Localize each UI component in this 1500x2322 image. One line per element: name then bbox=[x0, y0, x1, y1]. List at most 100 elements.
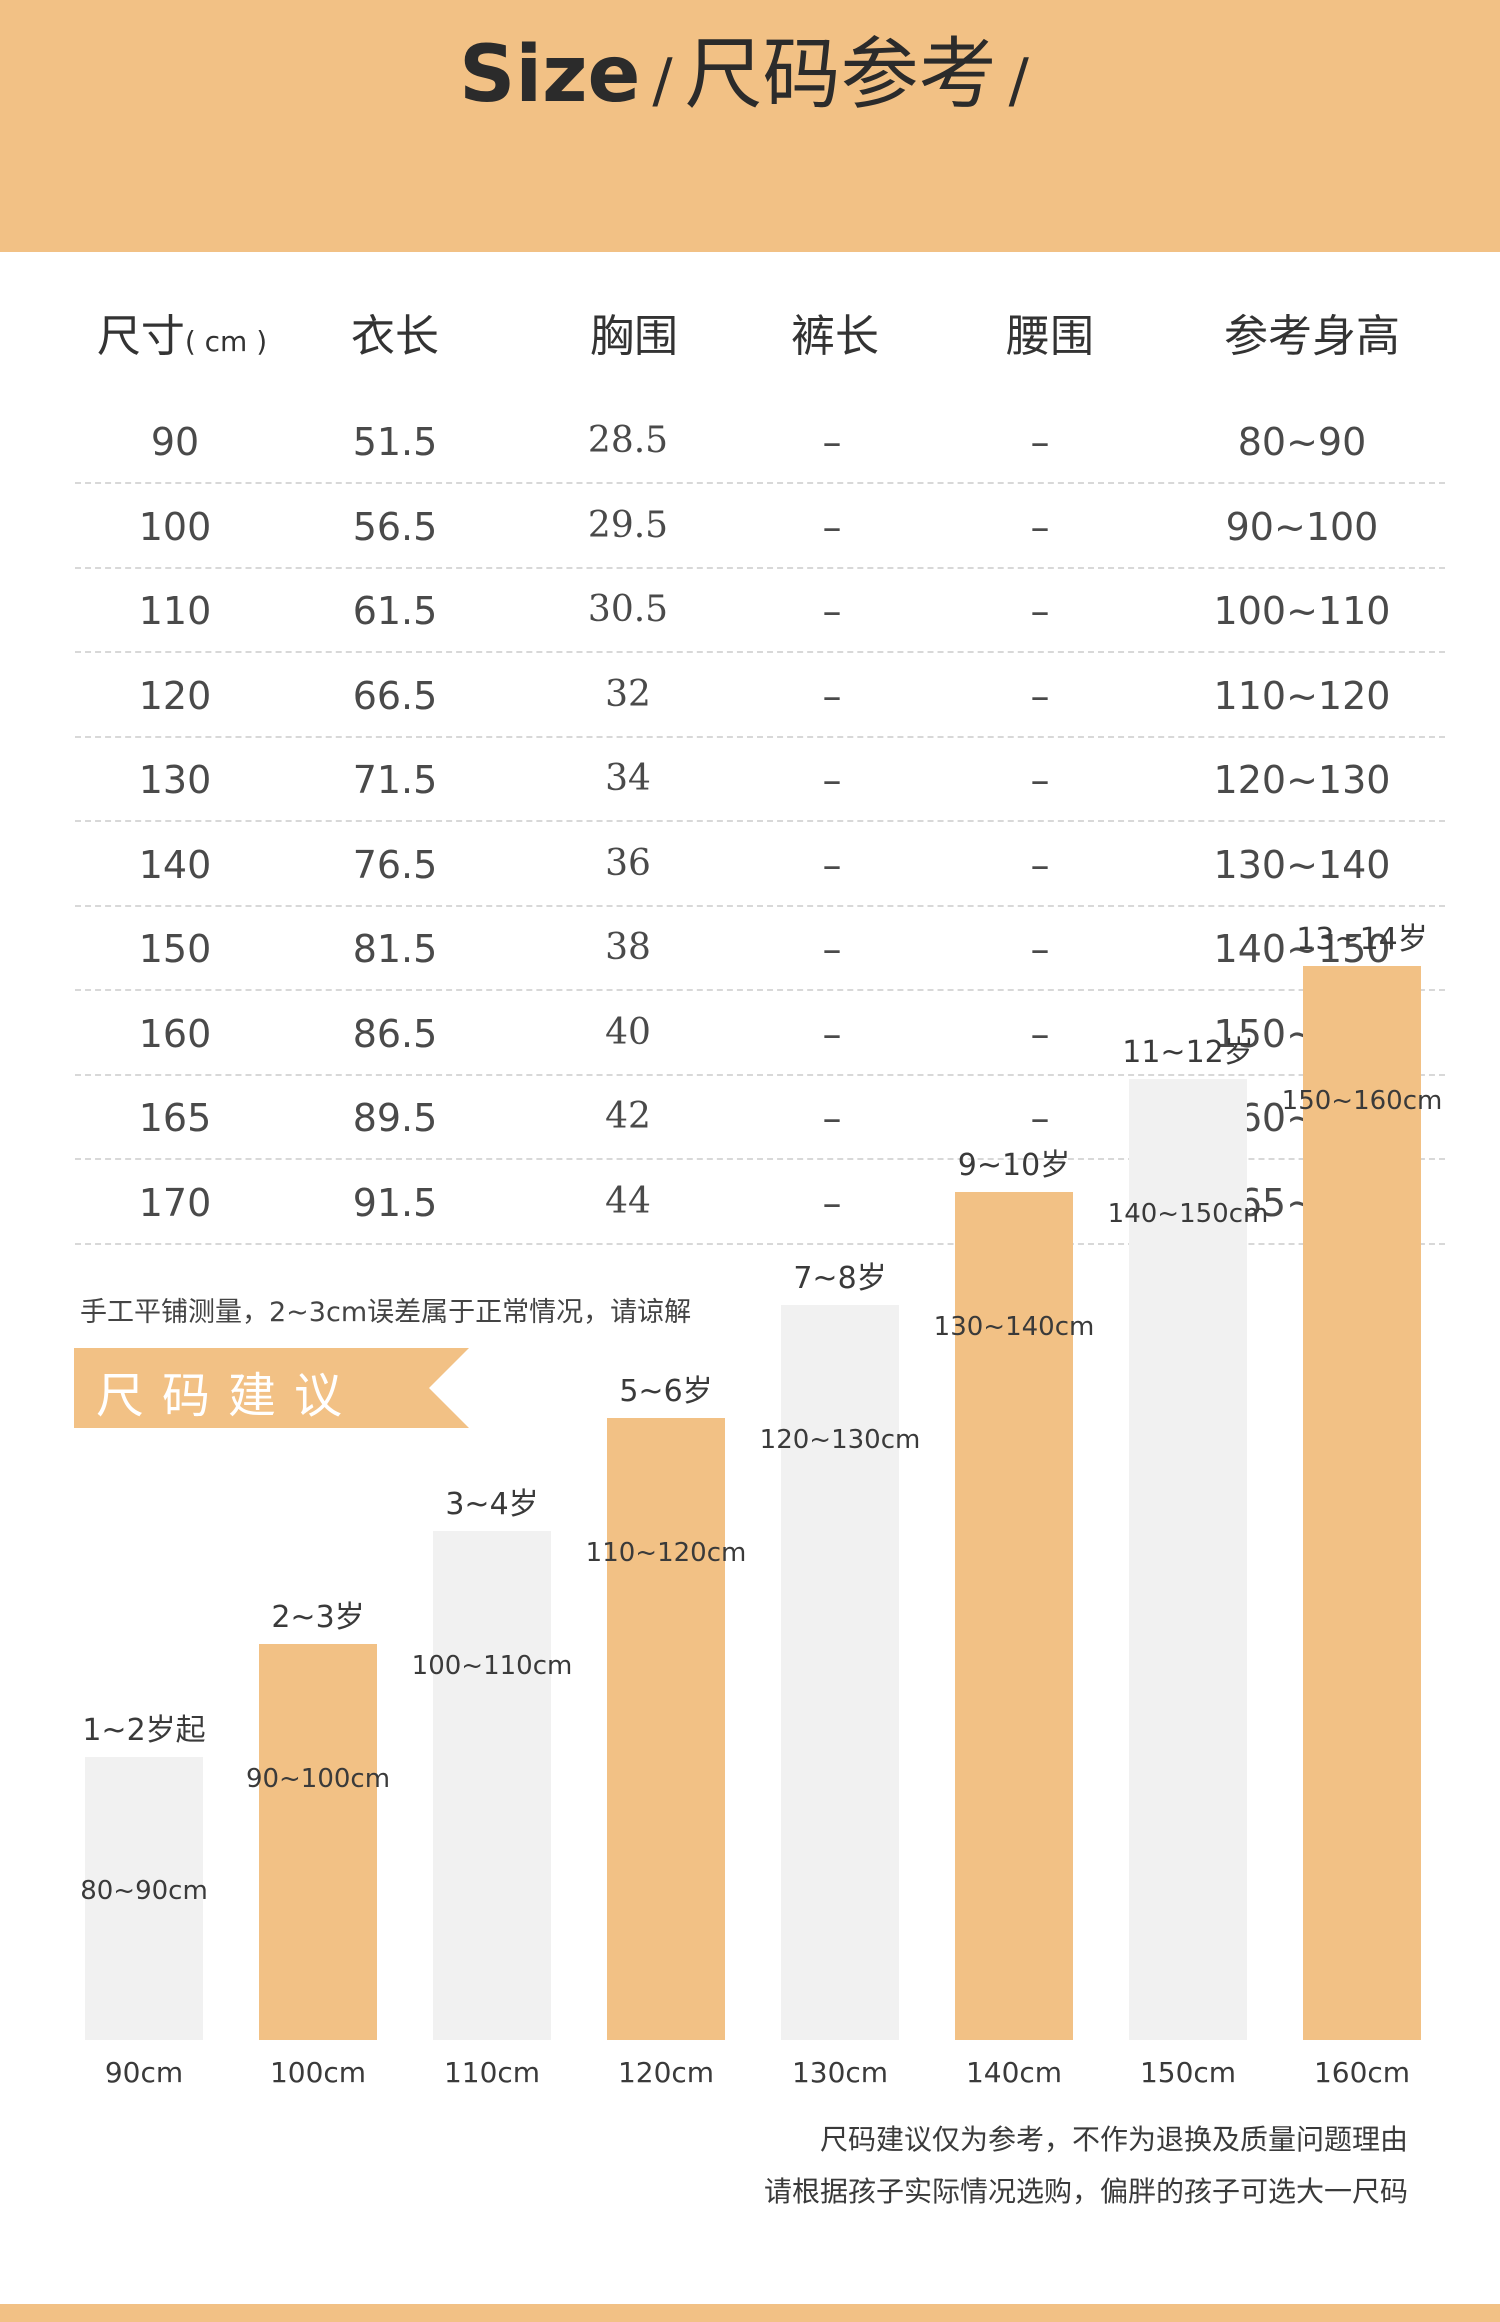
bar-height-range-label: 100~110cm bbox=[411, 1651, 573, 1681]
cell-size: 110 bbox=[138, 589, 212, 633]
cell-waist: – bbox=[1030, 589, 1050, 633]
cell-chest: 32 bbox=[605, 673, 651, 715]
footnote-advice: 请根据孩子实际情况选购，偏胖的孩子可选大一尺码 bbox=[763, 2175, 1408, 2208]
section-title: 尺码建议 bbox=[96, 1368, 361, 1424]
cell-size: 120 bbox=[138, 673, 212, 718]
title-chinese: 尺码参考 bbox=[684, 30, 997, 120]
row-divider bbox=[75, 1158, 1445, 1160]
content-card bbox=[0, 252, 1500, 2322]
row-divider bbox=[75, 904, 1445, 907]
cell-chest: 34 bbox=[605, 758, 651, 799]
cell-waist: – bbox=[1030, 927, 1050, 971]
cell-chest: 30.5 bbox=[587, 589, 669, 630]
cell-height: 130~140 bbox=[1213, 842, 1391, 887]
x-tick-label: 160cm bbox=[1313, 2056, 1411, 2089]
chart-bar bbox=[259, 1644, 377, 2040]
x-tick-label: 120cm bbox=[617, 2056, 715, 2089]
x-tick-label: 130cm bbox=[791, 2056, 889, 2089]
cell-waist: – bbox=[1030, 1011, 1050, 1056]
cell-pants: – bbox=[822, 842, 842, 887]
cell-height: 120~130 bbox=[1213, 758, 1391, 802]
section-banner: 尺码建议 bbox=[74, 1348, 469, 1428]
bar-height-range-label: 120~130cm bbox=[759, 1425, 921, 1455]
header-size: 尺寸( cm ) bbox=[96, 311, 268, 362]
cell-length: 56.5 bbox=[352, 504, 438, 549]
cell-pants: – bbox=[822, 927, 842, 971]
footnote-disclaimer: 尺码建议仅为参考，不作为退换及质量问题理由 bbox=[819, 2123, 1408, 2156]
cell-chest: 38 bbox=[605, 927, 651, 968]
bar-age-label: 11~12岁 bbox=[1122, 1035, 1254, 1070]
row-divider bbox=[75, 482, 1445, 484]
bottom-band bbox=[0, 2304, 1500, 2322]
chart-bar bbox=[1129, 1079, 1247, 2040]
cell-pants: – bbox=[822, 758, 842, 802]
cell-height: 80~90 bbox=[1237, 420, 1367, 464]
page-title: Size / 尺码参考 / bbox=[0, 12, 1500, 124]
cell-length: 91.5 bbox=[352, 1180, 438, 1225]
x-tick-label: 110cm bbox=[443, 2056, 541, 2089]
x-tick-label: 90cm bbox=[104, 2056, 184, 2089]
row-divider bbox=[75, 1073, 1445, 1076]
row-divider bbox=[75, 1242, 1445, 1245]
cell-length: 76.5 bbox=[352, 842, 438, 887]
row-divider bbox=[75, 989, 1445, 991]
cell-waist: – bbox=[1030, 673, 1050, 718]
cell-waist: – bbox=[1030, 758, 1050, 802]
x-tick-label: 100cm bbox=[269, 2056, 367, 2089]
cell-height: 90~100 bbox=[1225, 504, 1379, 549]
cell-length: 61.5 bbox=[352, 589, 438, 633]
cell-size: 90 bbox=[150, 420, 200, 464]
cell-length: 66.5 bbox=[352, 673, 438, 718]
title-english: Size bbox=[459, 30, 641, 120]
bar-age-label: 1~2岁起 bbox=[82, 1713, 206, 1748]
row-divider bbox=[75, 566, 1445, 569]
row-divider bbox=[75, 735, 1445, 738]
header-height: 参考身高 bbox=[1224, 311, 1400, 362]
chart-bar bbox=[85, 1757, 203, 2040]
bar-age-label: 13~14岁 bbox=[1296, 922, 1428, 957]
cell-size: 165 bbox=[138, 1096, 212, 1140]
cell-chest: 36 bbox=[605, 842, 651, 884]
bar-age-label: 5~6岁 bbox=[619, 1374, 713, 1409]
cell-size: 100 bbox=[138, 504, 212, 549]
bar-age-label: 3~4岁 bbox=[445, 1487, 539, 1522]
cell-pants: – bbox=[822, 1180, 842, 1225]
cell-chest: 44 bbox=[605, 1180, 651, 1222]
cell-height: 140~150 bbox=[1213, 927, 1391, 971]
cell-chest: 28.5 bbox=[587, 420, 669, 461]
header-chest: 胸围 bbox=[590, 311, 678, 362]
bar-height-range-label: 90~100cm bbox=[245, 1764, 391, 1794]
cell-pants: – bbox=[822, 1011, 842, 1056]
cell-size: 140 bbox=[138, 842, 212, 887]
bar-height-range-label: 130~140cm bbox=[933, 1312, 1095, 1342]
bar-height-range-label: 80~90cm bbox=[80, 1875, 208, 1906]
cell-pants: – bbox=[822, 504, 842, 549]
bar-age-label: 9~10岁 bbox=[957, 1148, 1071, 1183]
x-tick-label: 140cm bbox=[965, 2056, 1063, 2089]
cell-size: 130 bbox=[138, 758, 212, 802]
cell-pants: – bbox=[822, 673, 842, 718]
cell-pants: – bbox=[822, 1096, 842, 1140]
cell-waist: – bbox=[1030, 504, 1050, 549]
cell-size: 150 bbox=[138, 927, 212, 971]
bar-height-range-label: 140~150cm bbox=[1107, 1199, 1269, 1229]
title-slash: / bbox=[652, 46, 673, 116]
cell-pants: – bbox=[822, 589, 842, 633]
row-divider bbox=[75, 651, 1445, 653]
cell-length: 86.5 bbox=[352, 1011, 438, 1056]
chart-bar bbox=[1303, 966, 1421, 2040]
cell-size: 170 bbox=[138, 1180, 212, 1225]
cell-chest: 29.5 bbox=[587, 504, 669, 546]
header-pants: 裤长 bbox=[791, 311, 879, 362]
banner-ribbon-shape bbox=[74, 1348, 469, 1428]
cell-length: 89.5 bbox=[352, 1096, 438, 1140]
cell-waist: – bbox=[1030, 1096, 1050, 1140]
cell-length: 81.5 bbox=[352, 927, 438, 971]
cell-waist: – bbox=[1030, 842, 1050, 887]
cell-pants: – bbox=[822, 420, 842, 464]
header-length: 衣长 bbox=[351, 311, 439, 362]
cell-chest: 42 bbox=[605, 1096, 651, 1137]
bar-height-range-label: 110~120cm bbox=[585, 1538, 747, 1568]
x-tick-label: 150cm bbox=[1139, 2056, 1237, 2089]
